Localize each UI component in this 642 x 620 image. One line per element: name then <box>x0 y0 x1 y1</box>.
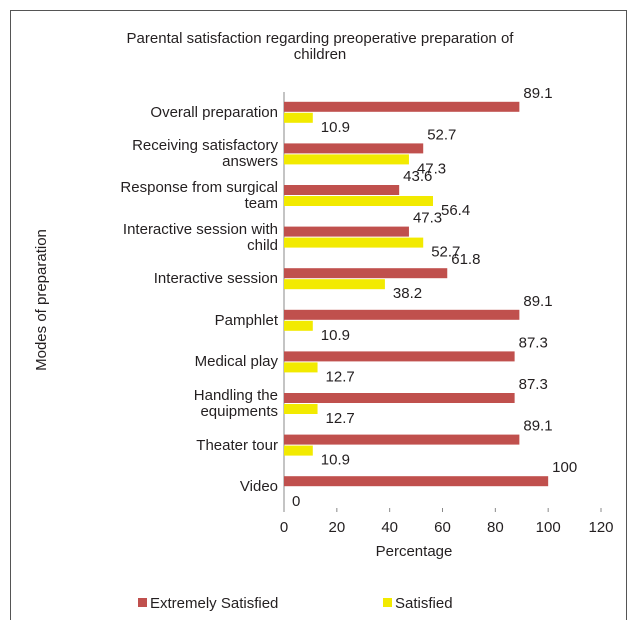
y-tick-label: Receiving satisfactory answers <box>132 137 278 171</box>
y-tick-label: Overall preparation <box>150 103 278 121</box>
bar <box>284 393 515 403</box>
bar <box>284 185 400 195</box>
bar <box>284 154 409 165</box>
value-label: 87.3 <box>519 376 548 393</box>
value-label: 89.1 <box>523 85 552 102</box>
value-label: 56.4 <box>441 202 470 219</box>
bar <box>284 434 520 445</box>
x-tick-label: 120 <box>588 519 613 536</box>
bar <box>284 226 409 237</box>
bar <box>284 320 313 331</box>
value-label: 89.1 <box>523 293 552 310</box>
bar <box>284 143 424 154</box>
bar <box>284 351 515 362</box>
x-tick-label: 60 <box>434 519 451 536</box>
bar <box>284 362 318 373</box>
value-label: 100 <box>552 459 577 476</box>
y-tick-label: Interactive session <box>153 270 278 288</box>
bar <box>284 476 549 487</box>
x-tick-label: 0 <box>280 519 288 536</box>
bar <box>284 279 385 290</box>
y-tick-label: Theater tour <box>196 436 278 454</box>
bar <box>284 445 313 456</box>
value-label: 52.7 <box>431 244 460 261</box>
y-tick-label: Medical play <box>194 353 278 371</box>
legend-label: Satisfied <box>395 595 453 612</box>
value-label: 47.3 <box>413 210 442 227</box>
bar <box>284 309 520 320</box>
value-label: 38.2 <box>393 285 422 302</box>
legend-label: Extremely Satisfied <box>150 595 278 612</box>
legend-swatch <box>138 598 147 607</box>
legend-swatch <box>383 598 392 607</box>
value-label: 43.6 <box>403 168 432 185</box>
value-label: 87.3 <box>519 334 548 351</box>
value-label: 89.1 <box>523 418 552 435</box>
y-tick-label: Handling the equipments <box>193 387 278 420</box>
x-axis-title: Percentage <box>376 543 453 560</box>
bar <box>284 196 433 206</box>
y-axis-title: Modes of preparation <box>33 229 50 371</box>
y-tick-label: Response from surgical team <box>120 179 278 212</box>
y-tick-label: Pamphlet <box>214 311 278 329</box>
bar <box>284 112 313 123</box>
value-label: 52.7 <box>427 126 456 143</box>
value-label: 61.8 <box>451 251 480 268</box>
bar <box>284 101 520 112</box>
value-label: 10.9 <box>321 119 350 136</box>
x-tick-label: 80 <box>487 519 504 536</box>
value-label: 0 <box>292 493 300 510</box>
x-tick-label: 100 <box>536 519 561 536</box>
chart-title: Parental satisfaction regarding preopera… <box>126 30 514 63</box>
value-label: 12.7 <box>326 410 355 427</box>
x-tick-label: 40 <box>381 519 398 536</box>
bar <box>284 237 424 248</box>
frame <box>10 10 627 620</box>
value-label: 47.3 <box>417 160 446 177</box>
x-tick-label: 20 <box>328 519 345 536</box>
bar <box>284 268 448 279</box>
value-label: 10.9 <box>321 452 350 469</box>
y-tick-label: Interactive session with child <box>122 220 278 254</box>
value-label: 12.7 <box>326 368 355 385</box>
y-tick-label: Video <box>239 478 278 496</box>
bar <box>284 404 318 414</box>
value-label: 10.9 <box>321 327 350 344</box>
